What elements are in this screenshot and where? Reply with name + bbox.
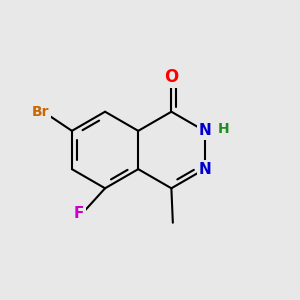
Text: N: N [198,123,211,138]
Text: N: N [198,162,211,177]
Text: O: O [164,68,178,86]
Text: H: H [218,122,230,136]
Text: F: F [74,206,84,221]
Text: Br: Br [32,105,50,119]
